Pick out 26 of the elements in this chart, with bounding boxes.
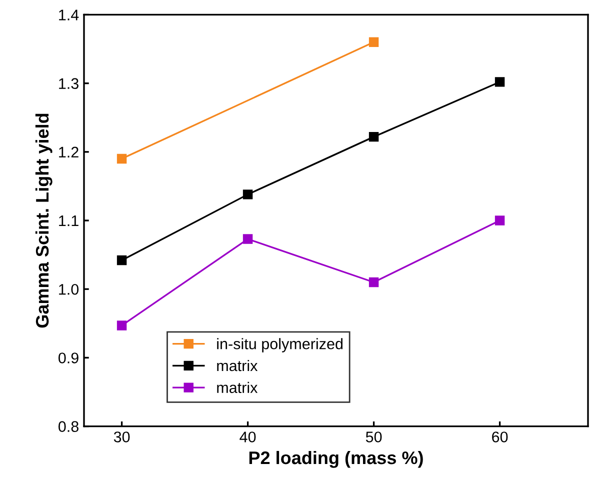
legend-label: in-situ polymerized xyxy=(217,338,343,352)
point xyxy=(368,277,379,288)
point xyxy=(242,190,253,200)
y-tick-label: 0.8 xyxy=(58,421,78,432)
x-tick-label: 60 xyxy=(492,432,508,442)
x-axis-title: P2 loading (mass %) xyxy=(249,450,423,468)
x-tick-label: 50 xyxy=(366,432,382,442)
point xyxy=(116,255,127,266)
y-tick-label: 1.1 xyxy=(59,216,78,226)
point xyxy=(116,320,127,330)
point xyxy=(494,216,505,226)
x-tick-label: 40 xyxy=(240,432,256,442)
y-tick-label: 1.3 xyxy=(59,78,78,89)
y-tick-label: 1.4 xyxy=(59,10,79,20)
legend-label: matrix xyxy=(217,360,258,372)
point xyxy=(494,77,505,87)
point xyxy=(116,154,127,164)
y-axis-title: Gamma Scint. Light yield xyxy=(35,114,52,328)
point xyxy=(368,37,379,47)
x-tick-label: 30 xyxy=(114,432,130,442)
point xyxy=(368,132,379,142)
y-tick-label: 1.0 xyxy=(59,284,79,295)
legend-label: matrix xyxy=(217,382,258,394)
y-tick-label: 0.9 xyxy=(58,352,78,364)
y-tick-label: 1.2 xyxy=(59,146,78,158)
point xyxy=(242,234,253,244)
